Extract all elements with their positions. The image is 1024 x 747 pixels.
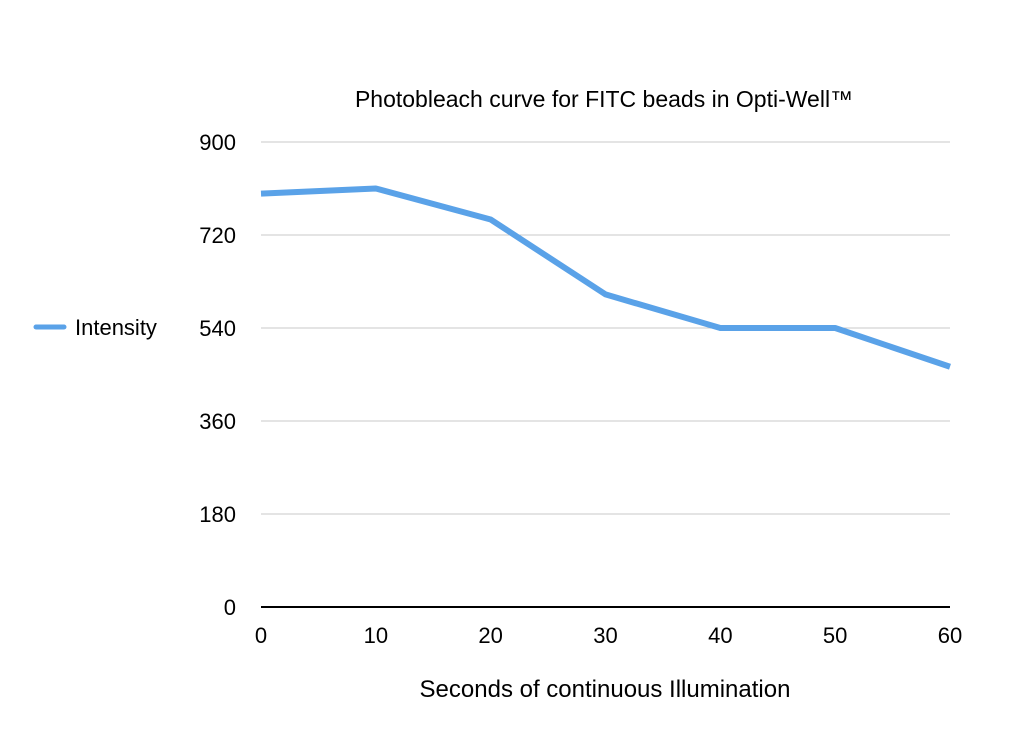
- y-tick-label-720: 720: [199, 223, 236, 248]
- x-tick-label-20: 20: [478, 623, 502, 648]
- data-point-intensity-40: [717, 325, 723, 331]
- y-tick-label-540: 540: [199, 316, 236, 341]
- data-point-intensity-30: [603, 291, 609, 297]
- x-tick-label-50: 50: [823, 623, 847, 648]
- x-tick-label-0: 0: [255, 623, 267, 648]
- x-tick-label-10: 10: [364, 623, 388, 648]
- data-point-intensity-50: [832, 325, 838, 331]
- x-axis-label: Seconds of continuous Illumination: [420, 676, 791, 703]
- x-tick-label-60: 60: [938, 623, 962, 648]
- grid-layer: [261, 141, 950, 608]
- legend: Intensity: [33, 315, 157, 340]
- y-axis: 0 180 360 540 720 900: [199, 130, 236, 620]
- legend-label-intensity: Intensity: [75, 315, 157, 340]
- data-point-intensity-0: [258, 191, 264, 197]
- chart-title: Photobleach curve for FITC beads in Opti…: [355, 86, 853, 112]
- data-point-intensity-20: [488, 217, 494, 223]
- y-tick-label-900: 900: [199, 130, 236, 155]
- series-line-intensity: [260, 185, 951, 370]
- y-tick-label-0: 0: [224, 595, 236, 620]
- data-point-intensity-60: [947, 364, 953, 370]
- y-tick-label-360: 360: [199, 409, 236, 434]
- x-axis: 0 10 20 30 40 50 60: [255, 623, 962, 648]
- data-point-intensity-10: [373, 186, 379, 192]
- x-tick-label-40: 40: [708, 623, 732, 648]
- x-tick-label-30: 30: [593, 623, 617, 648]
- series-layer: [258, 185, 953, 370]
- y-tick-label-180: 180: [199, 502, 236, 527]
